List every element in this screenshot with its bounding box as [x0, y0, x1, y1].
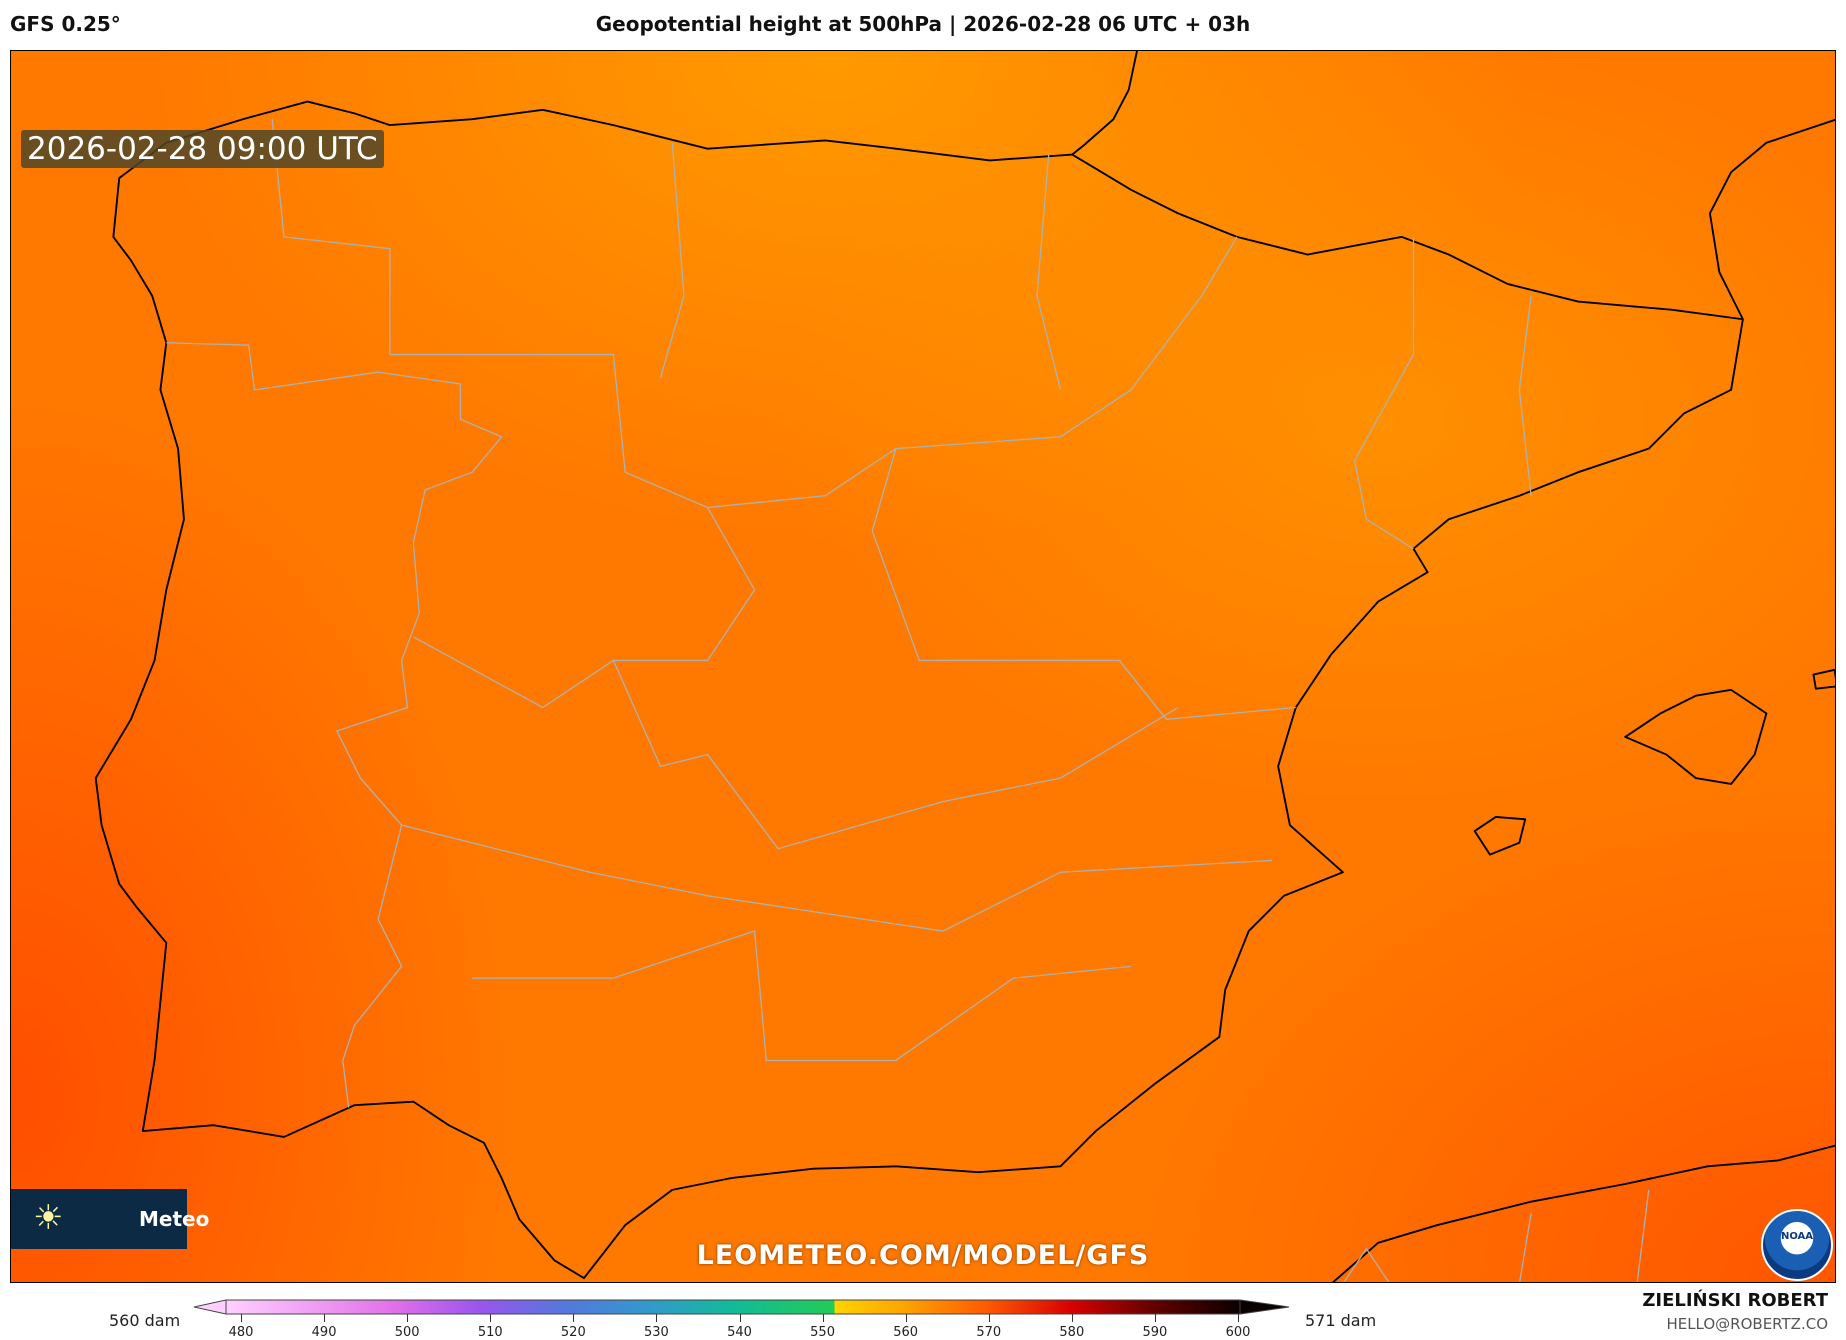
region-border: [659, 142, 685, 379]
region-border: [472, 930, 1132, 1062]
colorbar-tick-label: 560: [893, 1325, 919, 1340]
region-border: [871, 448, 1296, 720]
france-mediterranean-coastline: [1708, 118, 1835, 320]
colorbar-tick-mark: [573, 1314, 575, 1322]
colorbar-tick-label: 540: [727, 1325, 752, 1340]
map-area[interactable]: 2026-02-28 09:00 UTC ☀ Meteo NOAA: [10, 50, 1836, 1283]
colorbar-tick-label: 490: [311, 1325, 337, 1340]
colorbar-max-label: 571 dam: [1305, 1311, 1377, 1330]
author-email[interactable]: HELLO@ROBERTZ.CO: [1666, 1315, 1828, 1333]
model-label: GFS 0.25°: [10, 12, 121, 36]
north-africa-coastline: [1331, 1144, 1835, 1282]
map-geometry: [94, 51, 1835, 1282]
region-border: [1343, 1189, 1650, 1282]
region-border: [612, 660, 1179, 850]
colorbar-tick-label: 520: [560, 1325, 586, 1340]
colorbar-min-label: 560 dam: [109, 1311, 181, 1330]
france-atlantic-coastline: [1071, 51, 1138, 156]
sun-icon: ☀: [33, 1198, 64, 1238]
region-border: [1036, 154, 1062, 390]
colorbar-bar: [225, 1299, 1241, 1315]
colorbar-tick-mark: [407, 1314, 409, 1322]
colorbar-tick-mark: [822, 1314, 824, 1322]
colorbar-tick-label: 550: [810, 1325, 835, 1340]
colorbar-tick-mark: [241, 1314, 242, 1322]
mallorca-coastline: [1624, 688, 1768, 785]
colorbar-tick-mark: [1071, 1314, 1073, 1322]
colorbar-tick-mark: [739, 1314, 741, 1322]
colorbar-tick-label: 480: [228, 1325, 254, 1340]
noaa-text: NOAA: [1780, 1231, 1814, 1242]
valid-time-badge: 2026-02-28 09:00 UTC: [21, 130, 384, 168]
colorbar-tick-mark: [490, 1314, 492, 1322]
region-border: [271, 119, 1238, 509]
site-watermark: LEOMETEO.COM/MODEL/GFS: [696, 1240, 1150, 1271]
portugal-spain-border: [166, 342, 503, 1108]
region-border: [413, 507, 756, 709]
colorbar-tick-mark: [1154, 1314, 1156, 1322]
colorbar-tick-mark: [905, 1314, 907, 1322]
map-title: Geopotential height at 500hPa | 2026-02-…: [595, 12, 1251, 36]
colorbar-tick-mark: [1238, 1314, 1239, 1322]
region-border: [1353, 236, 1415, 550]
colorbar-tick-label: 500: [394, 1325, 420, 1340]
colorbar-tick-label: 600: [1225, 1325, 1251, 1340]
logo-text: Meteo: [139, 1207, 210, 1231]
author-name: ZIELIŃSKI ROBERT: [1642, 1290, 1828, 1311]
meteo-logo[interactable]: ☀ Meteo: [11, 1189, 209, 1249]
colorbar-tick-label: 530: [643, 1325, 669, 1340]
noaa-logo: NOAA: [1761, 1209, 1833, 1281]
colorbar-tick-label: 510: [477, 1325, 503, 1340]
region-border: [401, 824, 1273, 932]
colorbar-tick-label: 590: [1142, 1325, 1168, 1340]
menorca-coastline: [1812, 668, 1835, 690]
colorbar-tick-label: 580: [1059, 1325, 1085, 1340]
colorbar-tick-mark: [988, 1314, 990, 1322]
iberia-coastline: [94, 100, 1744, 1280]
colorbar-high-arrow: [1239, 1299, 1290, 1315]
colorbar-low-arrow: [193, 1299, 227, 1315]
region-border: [1518, 295, 1532, 496]
colorbar-tick-label: 570: [976, 1325, 1002, 1340]
colorbar: [193, 1299, 1290, 1315]
colorbar-tick-mark: [324, 1314, 326, 1322]
colorbar-tick-mark: [656, 1314, 658, 1322]
ibiza-coastline: [1473, 815, 1527, 856]
